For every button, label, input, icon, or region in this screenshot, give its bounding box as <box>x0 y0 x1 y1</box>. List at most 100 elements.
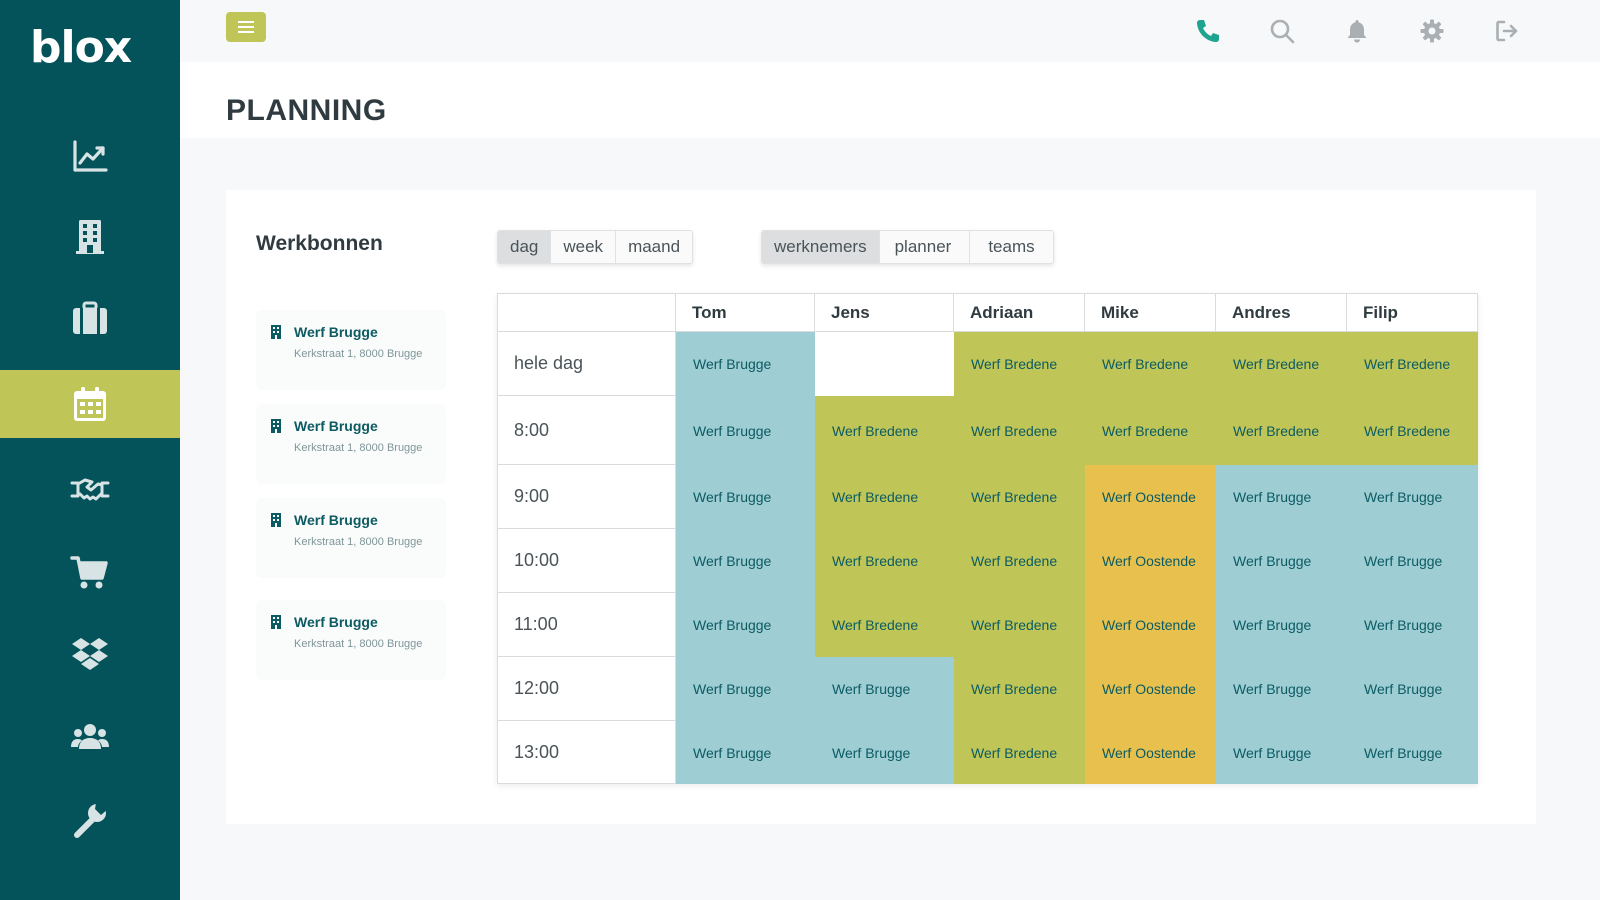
werkbon-name: Werf Brugge <box>294 418 378 434</box>
schedule-assignment[interactable]: Werf Brugge <box>1216 465 1347 529</box>
schedule-assignment[interactable]: Werf Brugge <box>1347 721 1478 784</box>
employee-header: Tom <box>676 294 815 332</box>
schedule-assignment[interactable]: Werf Brugge <box>1347 593 1478 657</box>
schedule-assignment[interactable]: Werf Brugge <box>1347 465 1478 529</box>
schedule-assignment[interactable]: Werf Oostende <box>1085 657 1216 721</box>
schedule-assignment[interactable]: Werf Bredene <box>954 593 1085 657</box>
tab-planner[interactable]: planner <box>880 231 971 263</box>
briefcase-icon <box>73 301 107 334</box>
werkbon-item[interactable]: Werf Brugge Kerkstraat 1, 8000 Brugge <box>256 310 446 390</box>
timeslot-label: 8:00 <box>498 396 676 465</box>
schedule-header-corner <box>498 294 676 332</box>
sidebar-item-settings-tools[interactable] <box>0 786 180 854</box>
tab-maand[interactable]: maand <box>628 237 681 256</box>
notifications-button[interactable] <box>1342 16 1372 46</box>
schedule-grid: Tom Jens Adriaan Mike Andres Filip hele dag Wer… <box>497 293 1478 784</box>
schedule-assignment[interactable]: Werf Brugge <box>1216 593 1347 657</box>
phone-icon <box>1197 20 1219 42</box>
schedule-assignment[interactable]: Werf Bredene <box>815 396 954 465</box>
schedule-assignment[interactable]: Werf Brugge <box>676 396 815 465</box>
logout-icon <box>1496 20 1518 42</box>
sidebar-item-planning[interactable] <box>0 370 180 438</box>
schedule-assignment[interactable]: Werf Oostende <box>1085 529 1216 593</box>
sidebar-item-files[interactable] <box>0 620 180 688</box>
werkbon-item[interactable]: Werf Brugge Kerkstraat 1, 8000 Brugge <box>256 600 446 680</box>
schedule-assignment[interactable]: Werf Bredene <box>1216 332 1347 396</box>
schedule-assignment[interactable]: Werf Bredene <box>815 593 954 657</box>
schedule-assignment[interactable]: Werf Bredene <box>954 657 1085 721</box>
page-title: PLANNING <box>226 94 387 127</box>
schedule-assignment[interactable]: Werf Bredene <box>954 529 1085 593</box>
schedule-assignment[interactable]: Werf Oostende <box>1085 593 1216 657</box>
employee-header: Jens <box>815 294 954 332</box>
sidebar: blox <box>0 0 180 900</box>
schedule-assignment[interactable]: Werf Bredene <box>954 332 1085 396</box>
schedule-assignment[interactable]: Werf Bredene <box>954 396 1085 465</box>
building-icon <box>76 220 104 254</box>
schedule-assignment[interactable]: Werf Brugge <box>676 721 815 784</box>
chart-line-icon <box>73 140 108 172</box>
schedule-assignment[interactable]: Werf Brugge <box>815 657 954 721</box>
schedule-assignment[interactable]: Werf Brugge <box>1216 721 1347 784</box>
calendar-icon <box>74 387 106 421</box>
top-bar <box>180 0 1600 62</box>
sidebar-item-dashboard[interactable] <box>0 122 180 190</box>
employee-header: Mike <box>1085 294 1216 332</box>
sidebar-item-relations[interactable] <box>0 455 180 523</box>
period-tabs: dag week maand <box>497 230 694 264</box>
schedule-assignment[interactable]: Werf Brugge <box>1347 657 1478 721</box>
schedule-assignment[interactable]: Werf Brugge <box>676 465 815 529</box>
cart-icon <box>70 556 108 589</box>
schedule-assignment[interactable]: Werf Bredene <box>815 529 954 593</box>
schedule-assignment[interactable]: Werf Bredene <box>1347 396 1478 465</box>
werkbon-address: Kerkstraat 1, 8000 Brugge <box>294 536 423 548</box>
sidebar-item-orders[interactable] <box>0 538 180 606</box>
search-icon <box>1270 19 1295 44</box>
tab-week[interactable]: week <box>551 231 617 263</box>
sidebar-item-projects[interactable] <box>0 284 180 352</box>
timeslot-label: 10:00 <box>498 529 676 593</box>
schedule-assignment[interactable]: Werf Brugge <box>676 332 815 396</box>
schedule-assignment[interactable]: Werf Brugge <box>1347 529 1478 593</box>
schedule-assignment[interactable]: Werf Brugge <box>1216 657 1347 721</box>
schedule-assignment[interactable]: Werf Bredene <box>1347 332 1478 396</box>
timeslot-label: 12:00 <box>498 657 676 721</box>
schedule-assignment[interactable]: Werf Oostende <box>1085 465 1216 529</box>
gear-icon <box>1420 19 1444 43</box>
schedule-assignment[interactable]: Werf Bredene <box>954 465 1085 529</box>
schedule-assignment[interactable]: Werf Oostende <box>1085 721 1216 784</box>
schedule-assignment[interactable]: Werf Bredene <box>1085 396 1216 465</box>
dropbox-icon <box>72 638 108 670</box>
building-icon <box>271 615 281 629</box>
logout-button[interactable] <box>1492 16 1522 46</box>
schedule-assignment[interactable]: Werf Brugge <box>676 657 815 721</box>
werkbon-item[interactable]: Werf Brugge Kerkstraat 1, 8000 Brugge <box>256 404 446 484</box>
werkbon-item[interactable]: Werf Brugge Kerkstraat 1, 8000 Brugge <box>256 498 446 578</box>
schedule-assignment[interactable]: Werf Brugge <box>815 721 954 784</box>
timeslot-label: 9:00 <box>498 465 676 529</box>
schedule-assignment[interactable]: Werf Brugge <box>676 593 815 657</box>
sidebar-item-employees[interactable] <box>0 703 180 771</box>
schedule-assignment[interactable]: Werf Brugge <box>676 529 815 593</box>
schedule-assignment[interactable]: Werf Bredene <box>954 721 1085 784</box>
timeslot-label: 13:00 <box>498 721 676 784</box>
schedule-empty-slot[interactable] <box>815 332 954 396</box>
building-icon <box>271 325 281 339</box>
search-button[interactable] <box>1267 16 1297 46</box>
werkbon-name: Werf Brugge <box>294 614 378 630</box>
employee-header: Adriaan <box>954 294 1085 332</box>
phone-button[interactable] <box>1193 16 1223 46</box>
schedule-assignment[interactable]: Werf Brugge <box>1216 529 1347 593</box>
werkbon-address: Kerkstraat 1, 8000 Brugge <box>294 442 423 454</box>
tab-dag[interactable]: dag <box>498 231 552 263</box>
schedule-assignment[interactable]: Werf Bredene <box>1216 396 1347 465</box>
schedule-assignment[interactable]: Werf Bredene <box>1085 332 1216 396</box>
menu-toggle-button[interactable] <box>226 12 266 42</box>
sidebar-item-buildings[interactable] <box>0 203 180 271</box>
tab-werknemers[interactable]: werknemers <box>762 231 880 263</box>
settings-button[interactable] <box>1417 16 1447 46</box>
bell-icon <box>1347 20 1367 43</box>
schedule-assignment[interactable]: Werf Bredene <box>815 465 954 529</box>
planning-card: Werkbonnen dag week maand werknemers pla… <box>226 190 1536 824</box>
tab-teams[interactable]: teams <box>988 237 1035 256</box>
